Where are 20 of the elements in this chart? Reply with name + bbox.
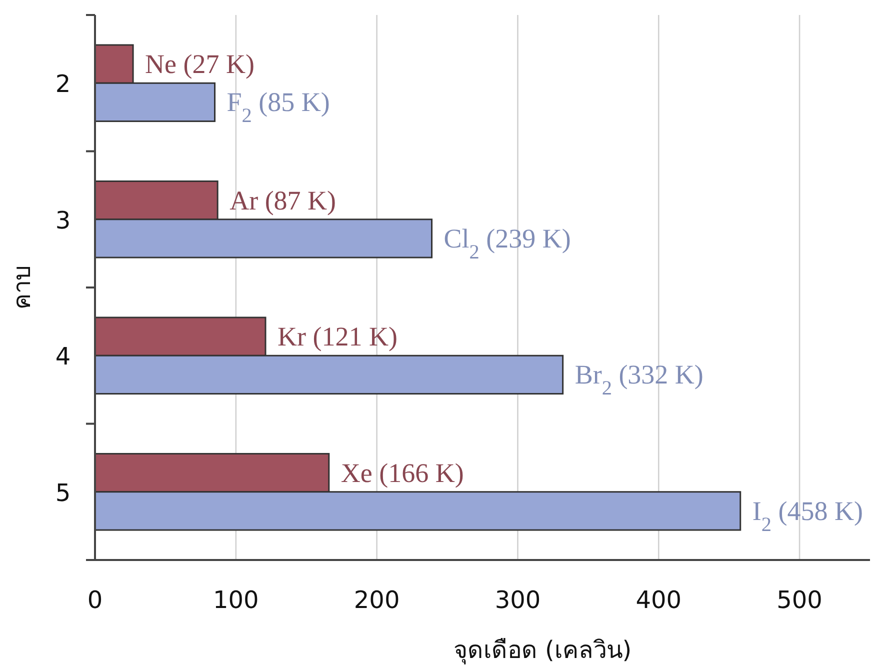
data-label: Cl$_{2}$ (239 K) (444, 223, 571, 264)
x-tick-label: 200 (354, 586, 400, 614)
data-label: Ar (87 K) (230, 185, 336, 216)
data-label: I$_{2}$ (458 K) (752, 496, 863, 536)
data-label: Ne (27 K) (145, 49, 255, 80)
x-tick-label: 100 (213, 586, 259, 614)
y-tick-label: 4 (55, 342, 71, 371)
data-label: Br$_{2}$ (332 K) (574, 360, 704, 400)
data-label: Kr (121 K) (278, 322, 398, 352)
data-label: Xe (166 K) (340, 458, 464, 488)
y-tick-label: 3 (55, 206, 71, 234)
y-tick-label: 5 (55, 478, 71, 507)
x-axis-title: จุดเดือด (เคลวิน) (453, 636, 632, 665)
x-tick-label: 400 (636, 586, 682, 614)
x-tick-label: 300 (494, 586, 541, 614)
x-tick-label: 500 (776, 586, 822, 614)
y-tick-label: 2 (55, 70, 71, 98)
x-tick-label: 0 (87, 586, 103, 614)
y-axis-title: คาบ (8, 266, 36, 310)
data-label: F$_{2}$ (85 K) (226, 87, 330, 128)
